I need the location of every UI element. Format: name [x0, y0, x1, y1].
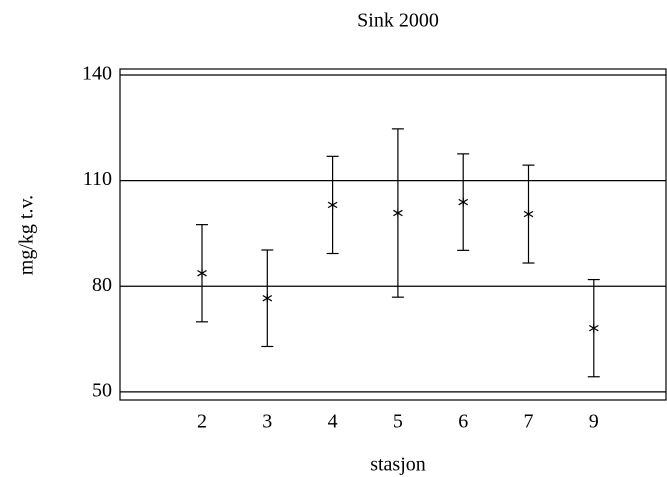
plot-frame: [119, 68, 667, 401]
y-tick-label: 140: [82, 63, 112, 85]
marker: [327, 200, 338, 210]
marker: [262, 293, 273, 303]
x-tick-label: 3: [262, 411, 272, 433]
marker-stroke: [262, 295, 273, 302]
marker-stroke: [458, 198, 469, 206]
x-axis-label: stasjon: [370, 454, 426, 476]
marker-stroke: [327, 201, 338, 209]
marker-stroke: [197, 270, 207, 277]
x-tick-label: 9: [589, 411, 599, 433]
y-axis-label: mg/kg t.v.: [16, 195, 38, 275]
marker-stroke: [523, 210, 534, 218]
x-tick-label: 6: [458, 411, 468, 433]
y-tick-label: 80: [92, 274, 112, 296]
marker: [393, 208, 403, 218]
marker: [588, 323, 599, 333]
marker-stroke: [393, 209, 403, 217]
marker-stroke: [588, 324, 599, 332]
marker: [197, 268, 207, 278]
x-tick-label: 2: [197, 411, 207, 433]
marker: [458, 197, 469, 207]
chart-title: Sink 2000: [357, 10, 439, 32]
x-tick-label: 5: [393, 411, 403, 433]
y-tick-label: 110: [83, 168, 112, 190]
y-tick-label: 50: [92, 379, 112, 401]
x-tick-label: 7: [524, 411, 534, 433]
x-tick-label: 4: [328, 411, 338, 433]
marker: [523, 209, 534, 219]
